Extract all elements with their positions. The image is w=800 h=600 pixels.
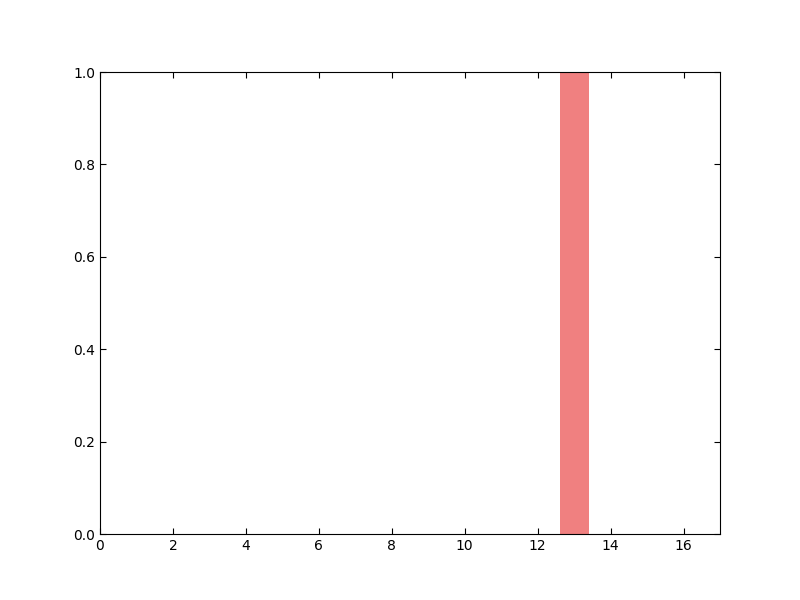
Bar [559, 72, 589, 534]
